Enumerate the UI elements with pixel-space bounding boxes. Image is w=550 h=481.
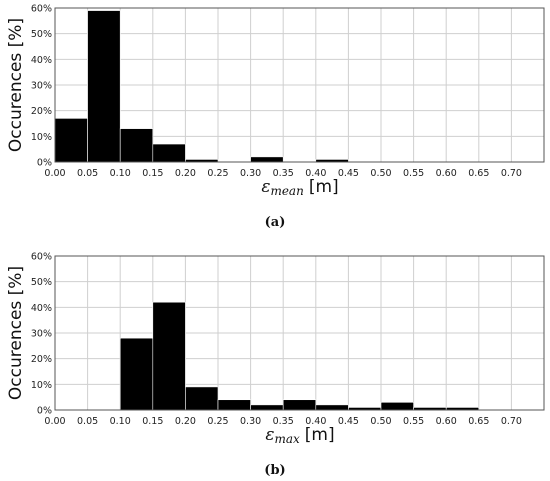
histogram-b-x-tick-label: 0.25 <box>207 416 228 427</box>
histogram-b-x-tick-label: 0.55 <box>403 416 424 427</box>
histogram-b-y-tick-label: 20% <box>31 354 52 365</box>
histogram-a-x-tick-label: 0.15 <box>142 168 163 179</box>
histogram-a-x-tick-label: 0.20 <box>175 168 196 179</box>
histogram-b-y-tick-label: 10% <box>31 380 52 391</box>
histogram-b-bar <box>315 404 349 411</box>
histogram-b-bar <box>217 399 251 411</box>
histogram-b-x-axis-subscript: max <box>274 432 300 446</box>
histogram-a-x-tick-label: 0.40 <box>305 168 326 179</box>
histogram-b-bar <box>152 301 186 411</box>
histogram-a-bars <box>54 10 349 163</box>
histogram-b-x-tick-label: 0.65 <box>468 416 489 427</box>
histogram-b-x-tick-label: 0.60 <box>436 416 457 427</box>
histogram-b-bars <box>119 301 480 411</box>
histogram-a-x-axis-unit: [m] <box>309 177 339 197</box>
histogram-a-caption: (a) <box>265 215 286 230</box>
histogram-b-y-tick-label: 60% <box>31 252 52 263</box>
histogram-a-ticks: 0.00 0.05 0.10 0.15 0.20 0.25 0.30 0.35 0.40 0.45… <box>31 4 522 180</box>
histogram-a-bar <box>119 128 154 163</box>
histogram-a-x-tick-label: 0.65 <box>468 168 489 179</box>
histogram-b-x-tick-label: 0.35 <box>273 416 294 427</box>
histogram-a-x-tick-label: 0.50 <box>370 168 391 179</box>
histogram-b-y-tick-label: 30% <box>31 329 52 340</box>
histogram-b-bar <box>250 404 284 411</box>
histogram-a: 0.00 0.05 0.10 0.15 0.20 0.25 0.30 0.35 0.40 0.45… <box>6 4 545 230</box>
histogram-b-frame <box>54 255 545 411</box>
histogram-a-x-tick-label: 0.25 <box>207 168 228 179</box>
histogram-a-x-tick-label: 0.60 <box>436 168 457 179</box>
histogram-a-y-tick-label: 10% <box>31 132 52 143</box>
histogram-b-x-tick-label: 0.30 <box>240 416 261 427</box>
histogram-b-x-tick-label: 0.70 <box>501 416 522 427</box>
histogram-b-x-axis-symbol: ε <box>265 425 274 445</box>
histogram-a-x-tick-label: 0.30 <box>240 168 261 179</box>
histogram-a-y-tick-label: 30% <box>31 81 52 92</box>
histogram-a-x-axis-label: εmean [m] <box>261 177 338 198</box>
histogram-b-bar <box>119 337 154 411</box>
histogram-b-bar <box>380 401 414 411</box>
histogram-b-x-tick-label: 0.15 <box>142 416 163 427</box>
histogram-a-x-tick-label: 0.70 <box>501 168 522 179</box>
histogram-a-x-tick-label: 0.55 <box>403 168 424 179</box>
histogram-b-x-axis-label: εmax [m] <box>265 425 334 446</box>
histogram-a-x-tick-label: 0.00 <box>44 168 65 179</box>
histogram-a-bar <box>250 156 284 163</box>
histogram-b: 0.00 0.05 0.10 0.15 0.20 0.25 0.30 0.35 0.40 0.45… <box>6 252 545 478</box>
histogram-b-bar <box>282 399 317 411</box>
histogram-a-y-tick-label: 50% <box>31 29 52 40</box>
histogram-b-x-tick-label: 0.00 <box>44 416 65 427</box>
histogram-a-bar <box>87 10 121 163</box>
histogram-a-x-tick-label: 0.05 <box>77 168 98 179</box>
histogram-b-y-tick-label: 40% <box>31 303 52 314</box>
histogram-a-x-tick-label: 0.10 <box>110 168 131 179</box>
histogram-b-x-tick-label: 0.10 <box>110 416 131 427</box>
histogram-a-x-tick-label: 0.35 <box>273 168 294 179</box>
histogram-a-y-tick-label: 0% <box>37 158 52 169</box>
histogram-b-caption: (b) <box>264 463 285 478</box>
histogram-b-x-tick-label: 0.45 <box>338 416 359 427</box>
histogram-a-y-axis-label: Occurences [%] <box>6 18 26 152</box>
histogram-a-y-tick-label: 40% <box>31 55 52 66</box>
histogram-a-frame <box>54 7 545 163</box>
histogram-a-x-axis-subscript: mean <box>270 184 303 198</box>
histogram-b-y-tick-label: 50% <box>31 277 52 288</box>
histogram-b-x-tick-label: 0.50 <box>370 416 391 427</box>
histogram-a-bar <box>54 118 88 163</box>
histogram-b-y-axis-label: Occurences [%] <box>6 266 26 400</box>
histogram-b-bar <box>185 386 219 411</box>
histogram-a-y-tick-label: 60% <box>31 4 52 15</box>
histogram-b-x-tick-label: 0.40 <box>305 416 326 427</box>
histogram-a-bar <box>152 143 186 163</box>
histogram-a-y-tick-label: 20% <box>31 106 52 117</box>
histogram-b-y-tick-label: 0% <box>37 406 52 417</box>
histogram-a-x-tick-label: 0.45 <box>338 168 359 179</box>
histogram-b-x-axis-unit: [m] <box>305 425 335 445</box>
histogram-b-ticks: 0.00 0.05 0.10 0.15 0.20 0.25 0.30 0.35 0.40 0.45… <box>31 252 522 428</box>
histogram-b-x-tick-label: 0.05 <box>77 416 98 427</box>
histogram-a-x-axis-symbol: ε <box>261 177 270 197</box>
histogram-b-x-tick-label: 0.20 <box>175 416 196 427</box>
